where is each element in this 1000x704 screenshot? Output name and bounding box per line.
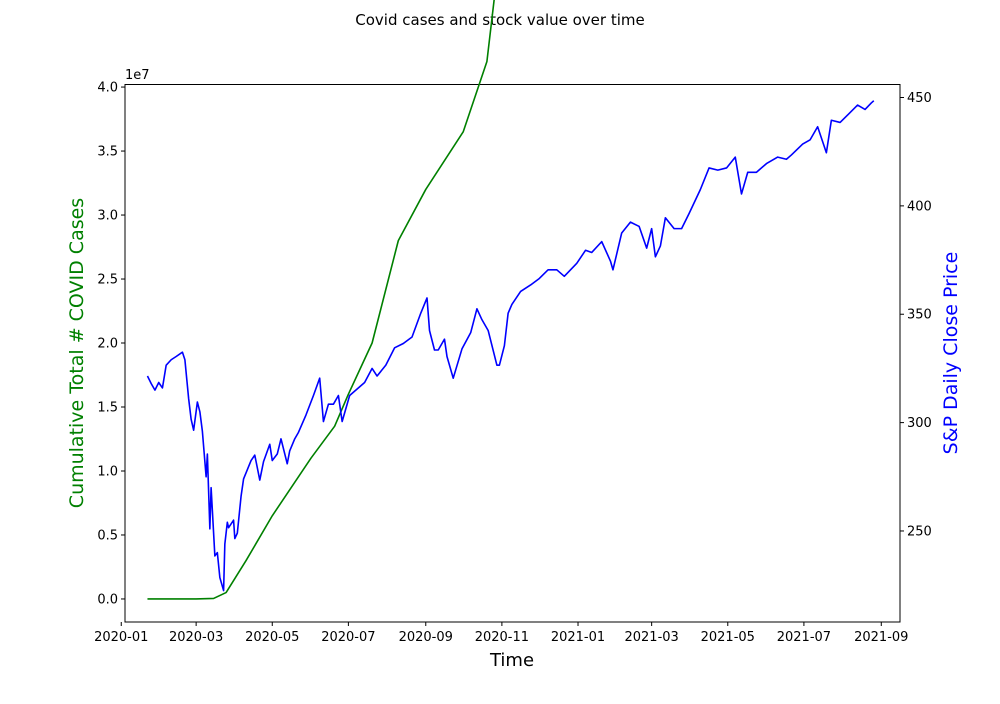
right-tick-label: 400 (907, 199, 932, 214)
left-tick-label: 2.0 (97, 337, 118, 352)
chart-title: Covid cases and stock value over time (355, 11, 644, 29)
right-tick-label: 300 (907, 416, 932, 431)
left-axis-label: Cumulative Total # COVID Cases (66, 198, 88, 508)
right-tick-label: 450 (907, 91, 932, 106)
x-tick-label: 2020-07 (321, 630, 375, 645)
plot-frame (124, 84, 901, 623)
left-tick-label: 4.0 (97, 81, 118, 96)
left-tick-label: 1.0 (97, 464, 118, 479)
left-tick-label: 2.5 (97, 273, 118, 288)
left-offset-label: 1e7 (125, 68, 150, 83)
left-tick-label: 0.0 (97, 592, 118, 607)
series-layer (146, 0, 875, 600)
x-tick-label: 2021-01 (551, 630, 605, 645)
x-tick-label: 2020-01 (94, 630, 148, 645)
x-tick-label: 2020-05 (245, 630, 299, 645)
x-tick-label: 2021-09 (854, 630, 908, 645)
plot-area (124, 84, 901, 623)
sp-close-price-line (146, 100, 875, 592)
right-axis: 250 300 350 400 450 (900, 91, 932, 539)
x-tick-label: 2020-11 (475, 630, 529, 645)
x-tick-label: 2020-03 (169, 630, 223, 645)
left-axis: 0.0 0.5 1.0 1.5 2.0 2.5 3.0 3.5 4.0 (97, 81, 125, 607)
x-axis: 2020-01 2020-03 2020-05 2020-07 2020-09 2020-… (94, 622, 908, 645)
x-axis-label: Time (489, 650, 534, 671)
left-tick-label: 3.5 (97, 145, 118, 160)
x-tick-label: 2021-07 (777, 630, 831, 645)
covid-cases-line (147, 0, 495, 600)
right-axis-label: S&P Daily Close Price (940, 252, 962, 455)
x-tick-label: 2021-05 (701, 630, 755, 645)
left-tick-label: 1.5 (97, 401, 118, 416)
right-tick-label: 350 (907, 308, 932, 323)
right-tick-label: 250 (907, 524, 932, 539)
x-tick-label: 2020-09 (399, 630, 453, 645)
left-tick-label: 0.5 (97, 528, 118, 543)
x-tick-label: 2021-03 (624, 630, 678, 645)
left-tick-label: 3.0 (97, 209, 118, 224)
